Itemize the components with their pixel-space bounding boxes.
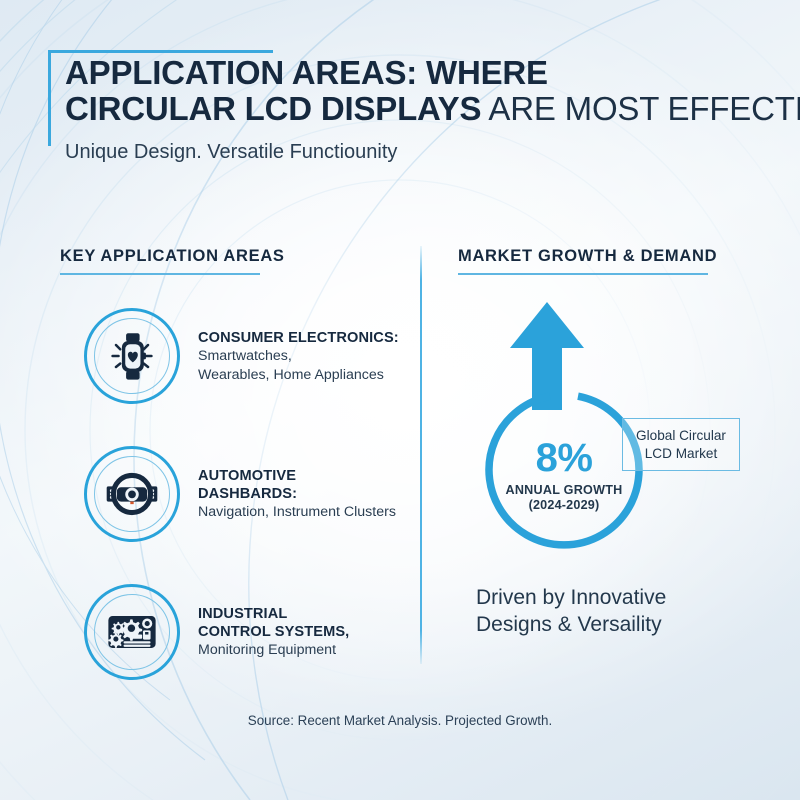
application-description: Navigation, Instrument Clusters [198, 504, 396, 521]
growth-visual: 8% ANNUAL GROWTH (2024-2029) [452, 300, 752, 549]
source-note: Source: Recent Market Analysis. Projecte… [247, 713, 553, 728]
application-text: CONSUMER ELECTRONICS: Smartwatches, Wear… [198, 328, 399, 385]
industrial-control-panel-icon [108, 615, 156, 649]
page-title-line-2: CIRCULAR LCD DISPLAYS ARE MOST EFFECTIVE [65, 90, 800, 127]
growth-percent-value: 8% [535, 435, 593, 480]
application-text: INDUSTRIAL CONTROL SYSTEMS, Monitoring E… [198, 604, 349, 660]
application-description: Smartwatches, Wearables, Home Appliances [198, 348, 384, 383]
application-title: AUTOMOTIVE DASHBARDS: [198, 468, 298, 502]
page-subtitle: Unique Design. Versatile Functiounity [65, 141, 398, 163]
growth-tagline: Driven by Innovative Designs & Versailit… [476, 586, 667, 636]
header: APPLICATION AREAS: WHERE CIRCULAR LCD DI… [48, 46, 800, 164]
growth-donut-ring [485, 392, 643, 549]
steering-wheel-dashboard-icon [106, 472, 158, 516]
application-item: INDUSTRIAL CONTROL SYSTEMS, Monitoring E… [84, 584, 349, 680]
application-title: CONSUMER ELECTRONICS: [198, 329, 399, 346]
right-column-heading: MARKET GROWTH & DEMAND [458, 247, 717, 275]
application-description: Monitoring Equipment [198, 642, 337, 659]
growth-donut-center: 8% ANNUAL GROWTH (2024-2029) [482, 388, 646, 552]
application-icon-badge [84, 446, 180, 542]
smartwatch-icon [111, 333, 153, 380]
application-item: CONSUMER ELECTRONICS: Smartwatches, Wear… [84, 308, 399, 404]
page-title-line-1-text: APPLICATION AREAS: WHERE [65, 54, 548, 91]
page-title-line-1: APPLICATION AREAS: WHERE [65, 55, 788, 91]
application-icon-badge [84, 584, 180, 680]
up-arrow-icon [510, 302, 584, 410]
page-title-line-2-light: ARE MOST EFFECTIVE [488, 90, 800, 127]
growth-period-label: (2024-2029) [528, 497, 600, 512]
application-icon-badge [84, 308, 180, 404]
application-title: INDUSTRIAL CONTROL SYSTEMS, [198, 606, 350, 640]
left-column-heading: KEY APPLICATION AREAS [60, 247, 285, 275]
market-callout-text: Global Circular LCD Market [636, 427, 726, 461]
column-divider [420, 246, 422, 664]
page-title-line-2-bold: CIRCULAR LCD DISPLAYS [65, 90, 482, 127]
application-item: AUTOMOTIVE DASHBARDS: Navigation, Instru… [84, 446, 396, 542]
market-callout-box: Global Circular LCD Market [622, 418, 740, 471]
application-text: AUTOMOTIVE DASHBARDS: Navigation, Instru… [198, 466, 396, 522]
growth-percent-label: ANNUAL GROWTH [505, 482, 623, 497]
